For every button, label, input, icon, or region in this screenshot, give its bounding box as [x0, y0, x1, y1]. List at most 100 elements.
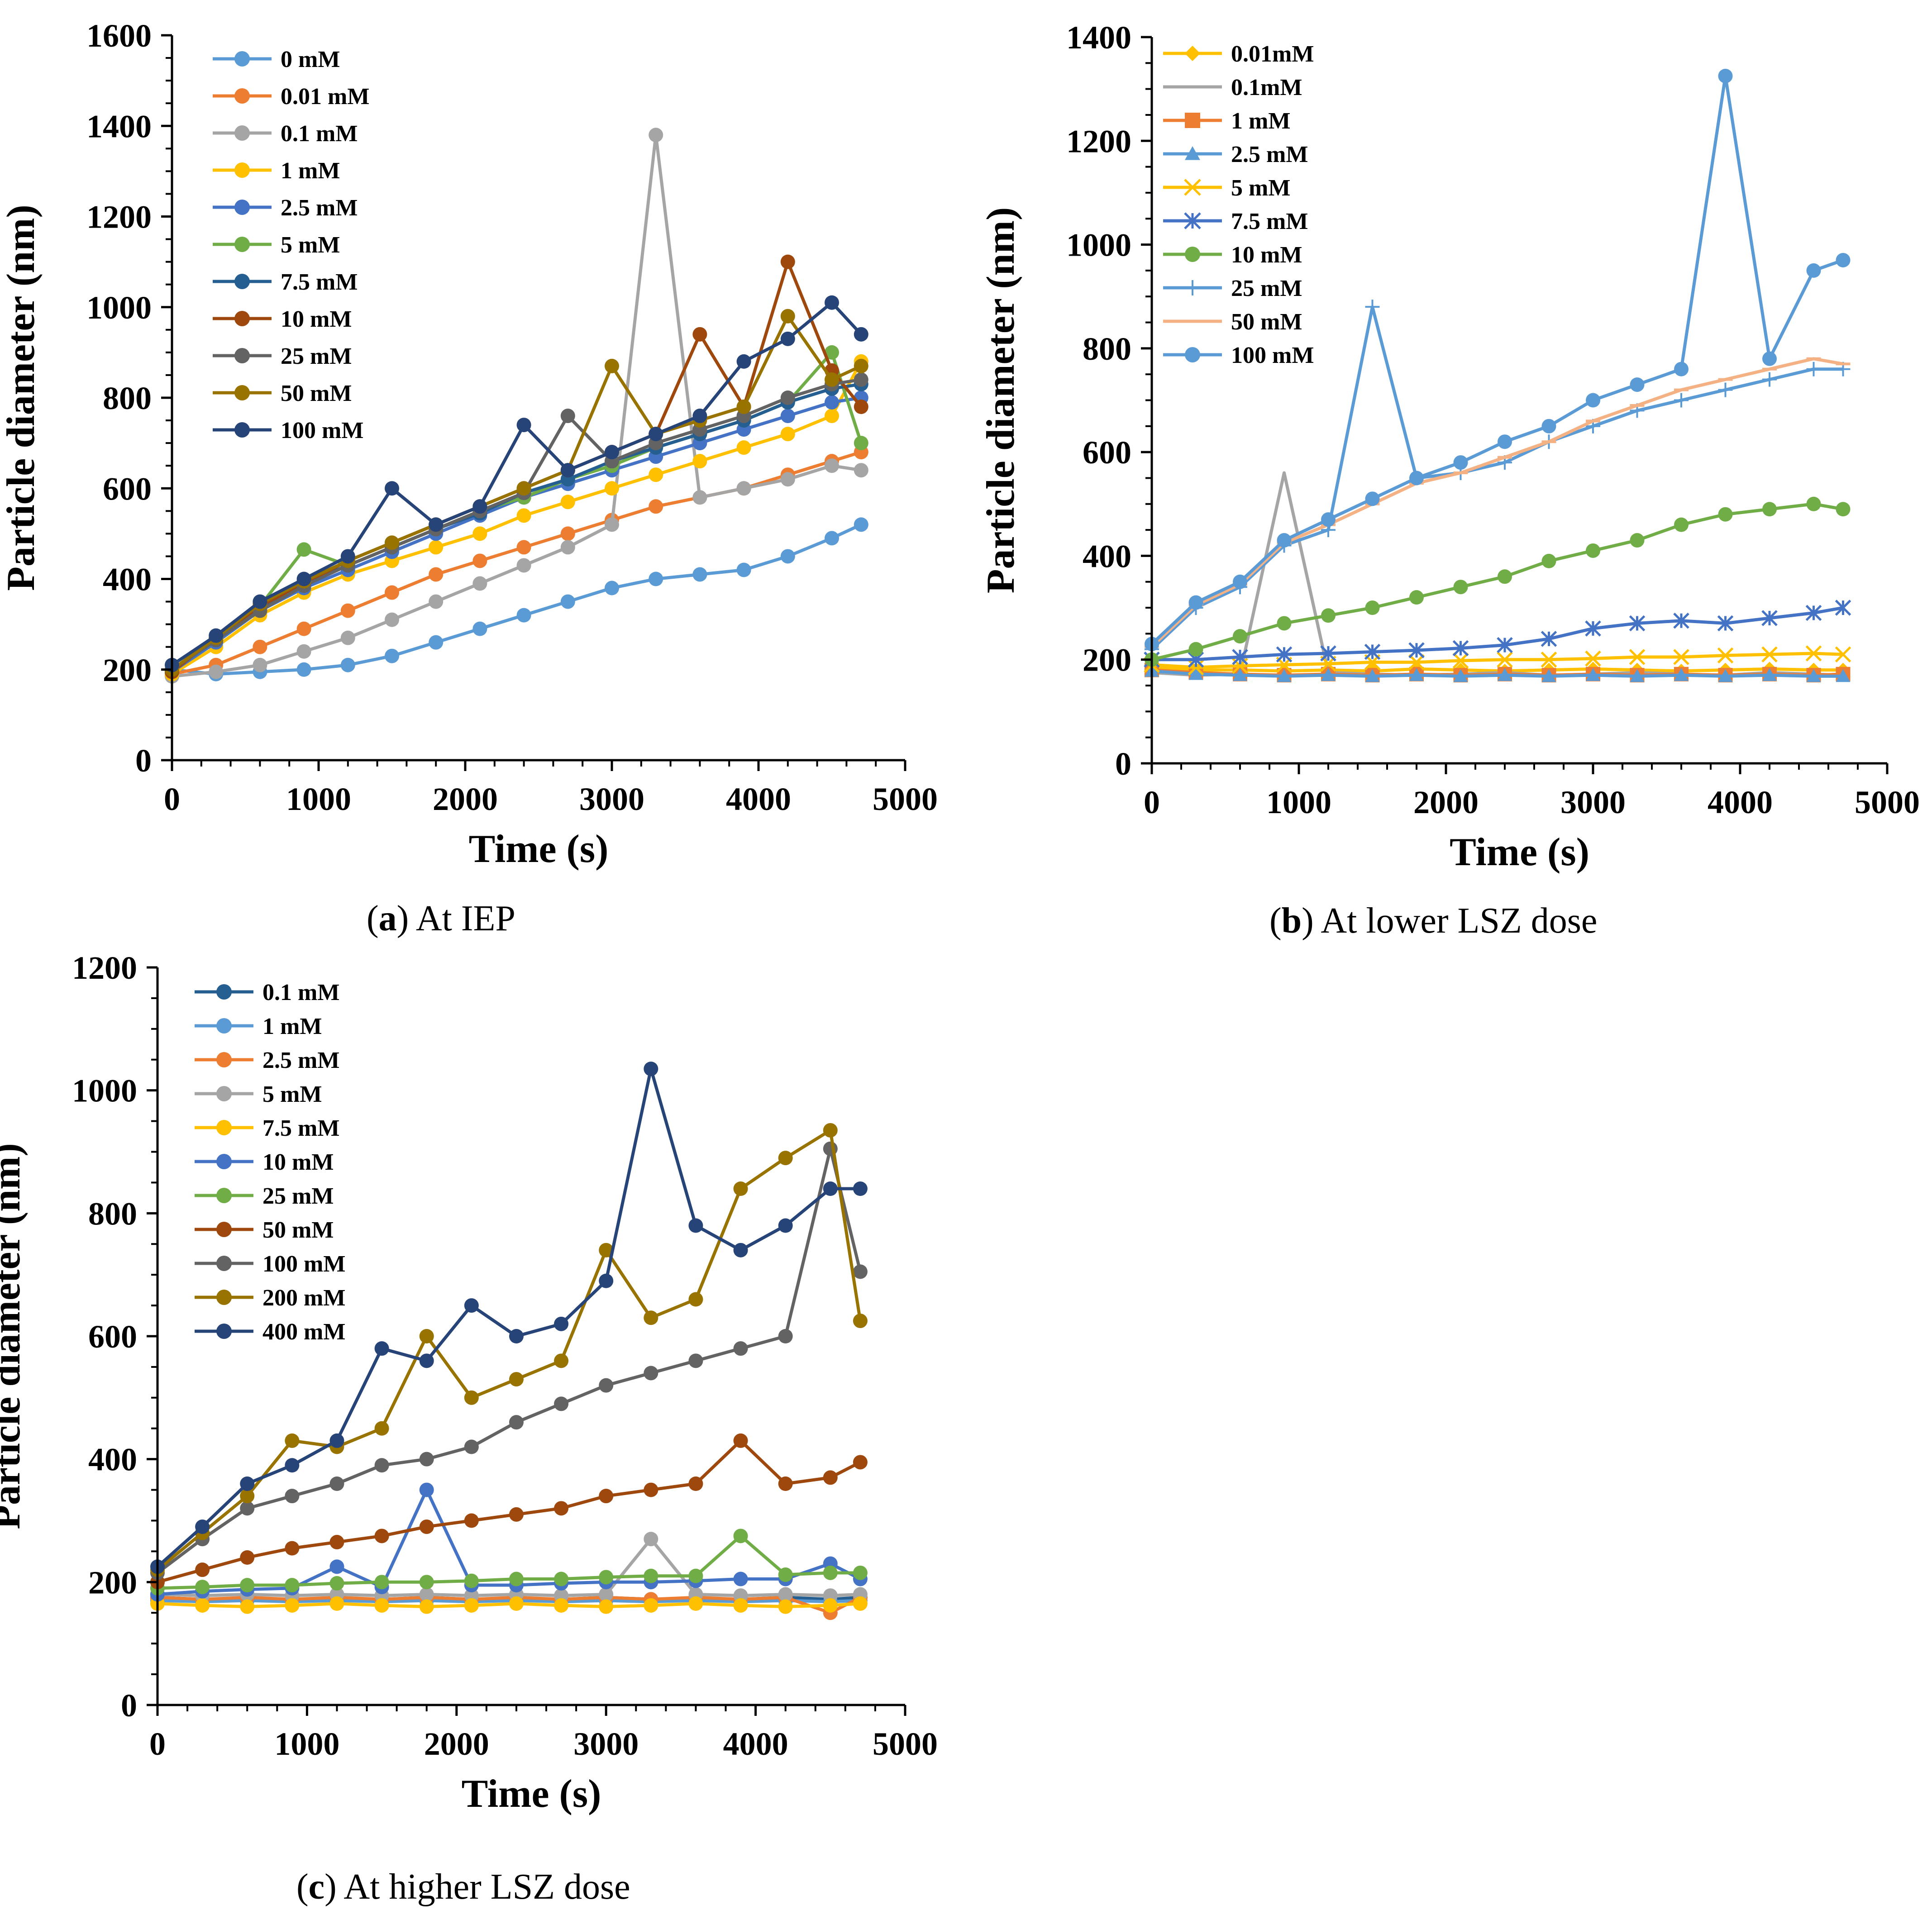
x-tick-label: 5000 [873, 1726, 938, 1762]
data-point [825, 531, 839, 546]
data-point [605, 581, 619, 595]
data-point [825, 409, 839, 424]
data-point [419, 1587, 434, 1602]
series-line [171, 378, 862, 671]
legend-label: 200 mM [262, 1285, 345, 1311]
data-point [688, 1596, 703, 1611]
data-point [605, 517, 619, 532]
data-point [560, 594, 575, 609]
legend-item: 1 mM [1163, 108, 1290, 134]
data-point [296, 571, 311, 586]
data-point [1498, 569, 1512, 584]
data-point [778, 1476, 793, 1491]
data-point [649, 499, 663, 514]
data-point [778, 1587, 793, 1602]
x-tick-label: 5000 [1855, 784, 1920, 820]
data-point [644, 1310, 658, 1325]
series-line [156, 1067, 860, 1568]
data-point [780, 427, 795, 442]
data-point [733, 1598, 748, 1613]
data-point [1585, 620, 1601, 637]
data-point [385, 481, 399, 496]
data-point [554, 1572, 569, 1586]
y-tick-label: 400 [103, 562, 152, 598]
y-tick-label: 1400 [1066, 19, 1131, 56]
y-tick-label: 600 [103, 471, 152, 507]
data-point [329, 1576, 344, 1591]
data-point [1232, 649, 1248, 665]
data-point [285, 1433, 300, 1448]
data-point [1762, 502, 1777, 517]
legend-label: 100 mM [281, 418, 363, 443]
data-point [1188, 642, 1203, 657]
data-point [374, 1598, 389, 1613]
data-point [1806, 496, 1821, 511]
data-point [688, 1568, 703, 1583]
data-point [688, 1476, 703, 1491]
data-point [240, 1489, 255, 1504]
legend-label: 7.5 mM [281, 269, 358, 295]
data-point [733, 1341, 748, 1356]
legend-swatch-marker [1185, 46, 1200, 61]
y-tick-label: 800 [1083, 331, 1131, 367]
data-point [644, 1062, 658, 1076]
data-point [374, 1575, 389, 1590]
data-point [780, 331, 795, 346]
data-point [1188, 659, 1204, 676]
data-point [649, 467, 663, 482]
data-point [780, 472, 795, 487]
legend-swatch-marker [234, 348, 250, 363]
caption-a: (a) At IEP [367, 899, 515, 938]
data-point [329, 1433, 344, 1448]
y-tick-label: 200 [88, 1564, 137, 1600]
series-a-3 [165, 354, 868, 681]
data-point [509, 1596, 524, 1611]
y-tick-label: 800 [103, 380, 152, 416]
data-point [374, 1341, 389, 1356]
data-point [340, 630, 355, 645]
data-point [509, 1372, 524, 1387]
data-point [1365, 669, 1380, 682]
series-c-7 [150, 1433, 868, 1590]
data-point [599, 1587, 614, 1602]
data-point [385, 535, 399, 550]
data-point [1497, 637, 1513, 653]
data-point [688, 1218, 703, 1233]
y-tick-label: 1000 [86, 290, 152, 326]
legend-label: 50 mM [281, 381, 352, 406]
legend-swatch-marker [234, 274, 250, 289]
legend-label: 0.01mM [1231, 41, 1314, 67]
series-line [157, 1439, 861, 1584]
data-point [429, 540, 444, 555]
legend-item: 400 mM [195, 1319, 345, 1345]
data-point [209, 628, 224, 643]
data-point [1541, 669, 1556, 682]
data-point [823, 1181, 838, 1196]
y-axis-title: Particle diameter (nm) [979, 207, 1023, 594]
data-point [1630, 533, 1645, 548]
x-tick-label: 2000 [1413, 784, 1479, 820]
legend-swatch-marker [216, 1052, 232, 1067]
legend-item: 0.1 mM [195, 980, 339, 1005]
data-point [825, 372, 839, 387]
series-line [171, 361, 863, 676]
legend-label: 50 mM [262, 1217, 334, 1243]
data-point [854, 372, 868, 387]
data-point [733, 1243, 748, 1257]
legend-item: 25 mM [195, 1183, 334, 1209]
legend-item: 2.5 mM [213, 195, 358, 221]
data-point [374, 1421, 389, 1436]
data-point [1188, 595, 1203, 610]
data-point [253, 639, 267, 654]
data-point [240, 1550, 255, 1565]
data-point [429, 517, 444, 532]
legend-label: 2.5 mM [262, 1048, 339, 1073]
data-point [780, 409, 795, 424]
x-tick-label: 0 [164, 781, 180, 817]
legend-swatch-marker [234, 200, 250, 215]
data-point [1761, 610, 1778, 626]
data-point [419, 1519, 434, 1534]
x-tick-label: 5000 [873, 781, 938, 817]
data-point [644, 1568, 658, 1583]
data-point [374, 1529, 389, 1543]
